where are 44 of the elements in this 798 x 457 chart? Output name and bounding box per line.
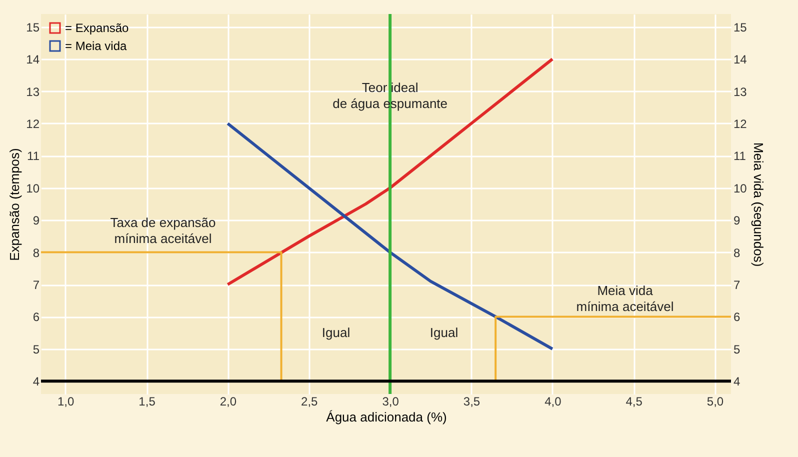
y2-axis-title: Meia vida (segundos)	[750, 142, 766, 267]
y-tick-label: 15	[26, 20, 40, 34]
annotation: Meia vida mínima aceitável	[576, 283, 674, 314]
annotation: Igual	[322, 325, 350, 340]
y2-tick-label: 13	[734, 84, 748, 99]
y-tick-label: 6	[32, 310, 40, 324]
y2-tick-label: 12	[734, 116, 748, 131]
y-tick-label: 9	[32, 214, 40, 228]
x-tick-label: 2,0	[220, 394, 237, 408]
x-tick-label: 1,5	[138, 394, 156, 408]
y2-tick-label: 10	[734, 181, 748, 196]
legend-label: = Expansão	[65, 21, 130, 35]
annotation: Igual	[430, 325, 458, 340]
y-tick-label: 8	[32, 246, 40, 260]
y2-tick-label: 15	[734, 20, 748, 34]
y2-tick-label: 8	[734, 246, 740, 260]
x-tick-label: 5,0	[706, 394, 724, 408]
y-tick-label: 12	[26, 116, 40, 131]
y-tick-label: 10	[26, 181, 40, 196]
y2-tick-label: 9	[734, 214, 740, 228]
y-tick-label: 7	[32, 278, 40, 292]
x-tick-label: 3,5	[463, 394, 480, 408]
y-tick-label: 13	[26, 84, 40, 99]
y-tick-label: 4	[32, 374, 40, 389]
x-axis-title: Água adicionada (%)	[326, 410, 447, 424]
x-tick-label: 1,0	[58, 394, 75, 408]
x-tick-label: 2,5	[301, 394, 318, 408]
y-tick-label: 5	[32, 342, 40, 356]
x-tick-label: 4,5	[626, 394, 643, 408]
y2-tick-label: 6	[734, 310, 740, 324]
legend-label: = Meia vida	[65, 39, 128, 53]
x-tick-label: 3,0	[382, 394, 400, 408]
y2-tick-label: 5	[734, 342, 740, 356]
y2-tick-label: 14	[734, 52, 748, 67]
y-tick-label: 11	[27, 149, 40, 164]
y2-tick-label: 11	[734, 149, 746, 164]
y-axis-title: Expansão (tempos)	[7, 148, 22, 261]
annotation: Taxa de expansão mínima aceitável	[110, 215, 216, 246]
line-series	[226, 122, 554, 350]
line-series	[226, 58, 554, 286]
x-tick-label: 4,0	[544, 394, 562, 408]
y-tick-label: 14	[26, 52, 40, 67]
y2-tick-label: 4	[734, 374, 740, 389]
y2-tick-label: 7	[734, 278, 740, 292]
